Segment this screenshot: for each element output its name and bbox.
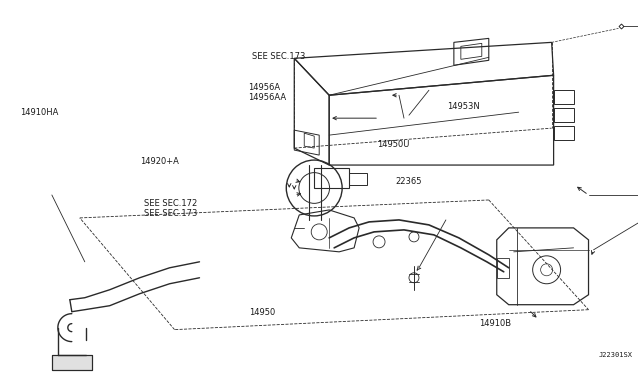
Text: SEE SEC.173: SEE SEC.173 bbox=[252, 52, 305, 61]
Text: SEE SEC.172: SEE SEC.172 bbox=[143, 199, 197, 208]
Text: 14910B: 14910B bbox=[479, 319, 511, 328]
Text: 14950: 14950 bbox=[249, 308, 275, 317]
Text: 14956A: 14956A bbox=[248, 83, 280, 92]
Text: SEE SEC.173: SEE SEC.173 bbox=[143, 209, 197, 218]
Text: 14920+A: 14920+A bbox=[140, 157, 179, 166]
Text: 14953N: 14953N bbox=[447, 102, 479, 111]
Text: 14910HA: 14910HA bbox=[20, 108, 59, 117]
Text: 14950U: 14950U bbox=[377, 140, 409, 149]
Text: 22365: 22365 bbox=[396, 177, 422, 186]
Polygon shape bbox=[52, 355, 92, 369]
Text: J22301SX: J22301SX bbox=[598, 352, 632, 357]
Text: 14956AA: 14956AA bbox=[248, 93, 286, 102]
